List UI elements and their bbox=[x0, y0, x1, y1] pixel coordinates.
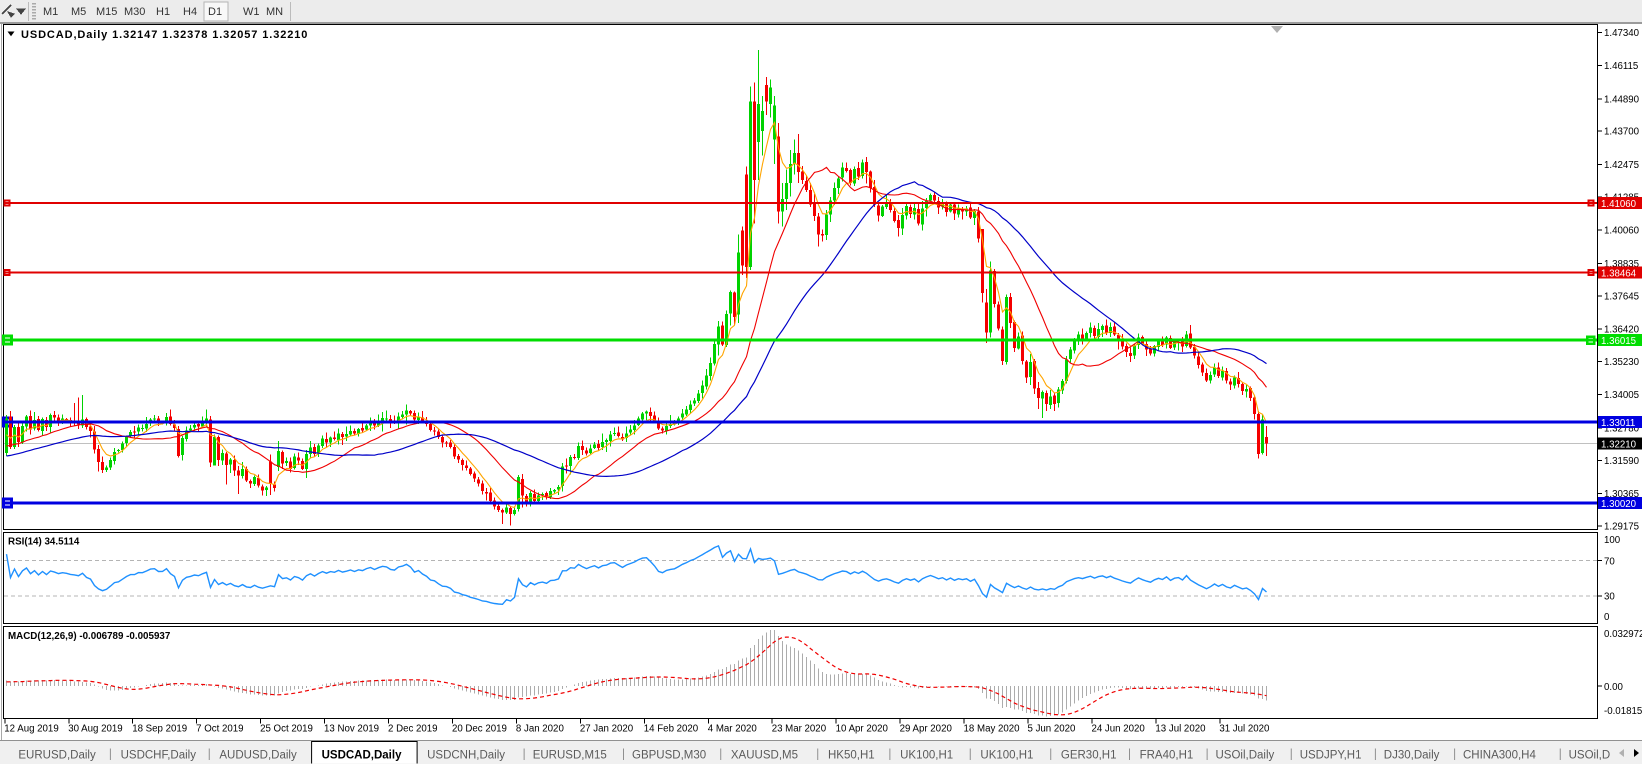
svg-text:CHINA300,H4: CHINA300,H4 bbox=[1463, 750, 1536, 762]
svg-text:13 Jul 2020: 13 Jul 2020 bbox=[1155, 724, 1206, 735]
svg-text:|: | bbox=[1128, 749, 1131, 761]
svg-text:MN: MN bbox=[266, 6, 283, 18]
svg-text:GBPUSD,M30: GBPUSD,M30 bbox=[632, 750, 706, 762]
svg-text:100: 100 bbox=[1604, 535, 1621, 546]
svg-text:1.34005: 1.34005 bbox=[1604, 390, 1639, 401]
svg-text:30: 30 bbox=[1604, 592, 1615, 603]
svg-text:7 Oct 2019: 7 Oct 2019 bbox=[196, 724, 243, 735]
svg-text:1.46115: 1.46115 bbox=[1604, 61, 1638, 72]
svg-text:23 Mar 2020: 23 Mar 2020 bbox=[772, 724, 827, 735]
svg-text:UK100,H1: UK100,H1 bbox=[900, 750, 953, 762]
svg-text:M15: M15 bbox=[96, 6, 117, 18]
svg-text:|: | bbox=[622, 749, 625, 761]
svg-text:D1: D1 bbox=[208, 6, 222, 18]
svg-text:18 May 2020: 18 May 2020 bbox=[964, 724, 1021, 735]
svg-text:USOil,Daily: USOil,Daily bbox=[1216, 750, 1275, 762]
svg-text:H1: H1 bbox=[156, 6, 170, 18]
svg-text:70: 70 bbox=[1604, 557, 1615, 568]
svg-text:1.47340: 1.47340 bbox=[1604, 28, 1640, 39]
svg-text:1.33011: 1.33011 bbox=[1601, 418, 1635, 429]
svg-text:13 Nov 2019: 13 Nov 2019 bbox=[324, 724, 379, 735]
svg-text:27 Jan 2020: 27 Jan 2020 bbox=[580, 724, 634, 735]
svg-text:|: | bbox=[1374, 749, 1377, 761]
svg-text:UK100,H1: UK100,H1 bbox=[980, 750, 1033, 762]
svg-text:EURUSD,Daily: EURUSD,Daily bbox=[18, 750, 96, 762]
svg-text:USOil,D: USOil,D bbox=[1569, 750, 1611, 762]
svg-text:24 Jun 2020: 24 Jun 2020 bbox=[1091, 724, 1145, 735]
svg-text:-0.018154: -0.018154 bbox=[1604, 706, 1642, 717]
svg-text:0.032972: 0.032972 bbox=[1604, 629, 1642, 640]
svg-text:8 Jan 2020: 8 Jan 2020 bbox=[516, 724, 565, 735]
svg-text:30 Aug 2019: 30 Aug 2019 bbox=[68, 724, 122, 735]
svg-text:|: | bbox=[1206, 749, 1209, 761]
svg-text:M30: M30 bbox=[124, 6, 145, 18]
svg-text:1.36420: 1.36420 bbox=[1604, 325, 1640, 336]
svg-text:FRA40,H1: FRA40,H1 bbox=[1140, 750, 1194, 762]
svg-text:10 Apr 2020: 10 Apr 2020 bbox=[836, 724, 889, 735]
svg-text:1.38464: 1.38464 bbox=[1601, 269, 1637, 280]
svg-text:|: | bbox=[816, 749, 819, 761]
svg-text:USDJPY,H1: USDJPY,H1 bbox=[1300, 750, 1362, 762]
svg-text:AUDUSD,Daily: AUDUSD,Daily bbox=[219, 750, 297, 762]
svg-text:1.35230: 1.35230 bbox=[1604, 357, 1640, 368]
svg-text:0: 0 bbox=[1604, 612, 1610, 623]
svg-text:|: | bbox=[1049, 749, 1052, 761]
svg-text:H4: H4 bbox=[183, 6, 197, 18]
svg-text:|: | bbox=[1290, 749, 1293, 761]
svg-text:W1: W1 bbox=[243, 6, 260, 18]
svg-text:1.32780: 1.32780 bbox=[1604, 424, 1640, 435]
svg-text:25 Oct 2019: 25 Oct 2019 bbox=[260, 724, 313, 735]
svg-text:MACD(12,26,9) -0.006789 -0.005: MACD(12,26,9) -0.006789 -0.005937 bbox=[8, 631, 171, 642]
svg-text:18 Sep 2019: 18 Sep 2019 bbox=[132, 724, 187, 735]
svg-text:|: | bbox=[523, 749, 526, 761]
svg-text:USDCNH,Daily: USDCNH,Daily bbox=[427, 750, 505, 762]
svg-text:1.43700: 1.43700 bbox=[1604, 127, 1640, 138]
svg-text:GER30,H1: GER30,H1 bbox=[1061, 750, 1117, 762]
svg-text:14 Feb 2020: 14 Feb 2020 bbox=[644, 724, 699, 735]
svg-text:M5: M5 bbox=[71, 6, 86, 18]
svg-text:1.42475: 1.42475 bbox=[1604, 160, 1639, 171]
svg-text:1.44890: 1.44890 bbox=[1604, 94, 1640, 105]
svg-text:12 Aug 2019: 12 Aug 2019 bbox=[4, 724, 58, 735]
svg-text:1.31590: 1.31590 bbox=[1604, 456, 1640, 467]
svg-text:1.32210: 1.32210 bbox=[1601, 440, 1637, 451]
svg-text:1.40060: 1.40060 bbox=[1604, 226, 1640, 237]
svg-text:29 Apr 2020: 29 Apr 2020 bbox=[900, 724, 953, 735]
svg-text:M1: M1 bbox=[43, 6, 58, 18]
svg-text:|: | bbox=[208, 749, 211, 761]
svg-text:0.00: 0.00 bbox=[1604, 682, 1623, 693]
svg-text:1.37645: 1.37645 bbox=[1604, 291, 1639, 302]
svg-text:RSI(14) 34.5114: RSI(14) 34.5114 bbox=[8, 537, 80, 548]
svg-text:HK50,H1: HK50,H1 bbox=[828, 750, 875, 762]
svg-text:4 Mar 2020: 4 Mar 2020 bbox=[708, 724, 758, 735]
svg-text:1.30020: 1.30020 bbox=[1601, 499, 1637, 510]
svg-text:1.38835: 1.38835 bbox=[1604, 259, 1639, 270]
svg-text:EURUSD,M15: EURUSD,M15 bbox=[533, 750, 607, 762]
svg-text:1.29175: 1.29175 bbox=[1604, 521, 1639, 532]
svg-text:XAUUSD,M5: XAUUSD,M5 bbox=[731, 750, 798, 762]
svg-text:DJ30,Daily: DJ30,Daily bbox=[1384, 750, 1440, 762]
svg-text:31 Jul 2020: 31 Jul 2020 bbox=[1219, 724, 1270, 735]
svg-text:5 Jun 2020: 5 Jun 2020 bbox=[1028, 724, 1077, 735]
svg-text:|: | bbox=[888, 749, 891, 761]
svg-text:|: | bbox=[719, 749, 722, 761]
svg-text:USDCAD,Daily 1.32147 1.32378: USDCAD,Daily 1.32147 1.32378 1.32057 1.3… bbox=[21, 29, 308, 41]
svg-text:20 Dec 2019: 20 Dec 2019 bbox=[452, 724, 507, 735]
svg-text:|: | bbox=[1453, 749, 1456, 761]
svg-text:USDCAD,Daily: USDCAD,Daily bbox=[322, 750, 402, 762]
svg-text:1.41060: 1.41060 bbox=[1601, 199, 1637, 210]
svg-text:USDCHF,Daily: USDCHF,Daily bbox=[121, 750, 197, 762]
svg-text:1.36015: 1.36015 bbox=[1601, 336, 1636, 347]
svg-text:|: | bbox=[1559, 749, 1562, 761]
svg-text:|: | bbox=[109, 749, 112, 761]
svg-text:1.30365: 1.30365 bbox=[1604, 489, 1639, 500]
svg-text:2 Dec 2019: 2 Dec 2019 bbox=[388, 724, 438, 735]
svg-text:|: | bbox=[969, 749, 972, 761]
